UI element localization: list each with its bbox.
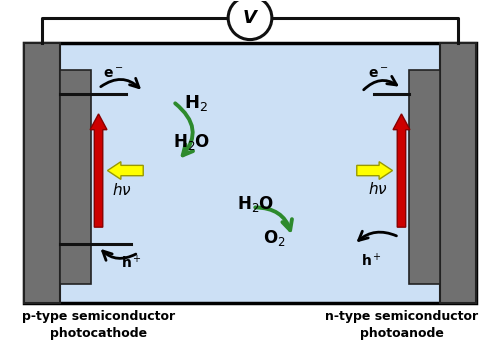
Text: O$_2$: O$_2$ [262,228,285,248]
Bar [410,70,440,284]
Text: h$^+$: h$^+$ [361,252,382,269]
FancyArrow shape [393,114,410,227]
Text: p-type semiconductor
photocathode: p-type semiconductor photocathode [22,310,175,340]
Bar [24,43,60,303]
FancyArrow shape [108,162,143,179]
Text: $h\nu$: $h\nu$ [368,181,388,197]
Circle shape [228,0,272,39]
Bar [440,43,476,303]
Text: e$^-$: e$^-$ [103,66,124,81]
FancyArrow shape [357,162,392,179]
Text: h$^+$: h$^+$ [122,254,142,271]
Bar [60,70,90,284]
FancyArrow shape [90,114,107,227]
Text: n-type semiconductor
photoanode: n-type semiconductor photoanode [325,310,478,340]
Bar [24,43,476,303]
Text: e$^-$: e$^-$ [368,66,388,81]
Text: H$_2$O: H$_2$O [238,193,275,213]
Text: V: V [243,9,257,27]
Text: H$_2$: H$_2$ [184,93,208,113]
Text: H$_2$O: H$_2$O [172,133,210,153]
Text: $h\nu$: $h\nu$ [112,182,132,198]
